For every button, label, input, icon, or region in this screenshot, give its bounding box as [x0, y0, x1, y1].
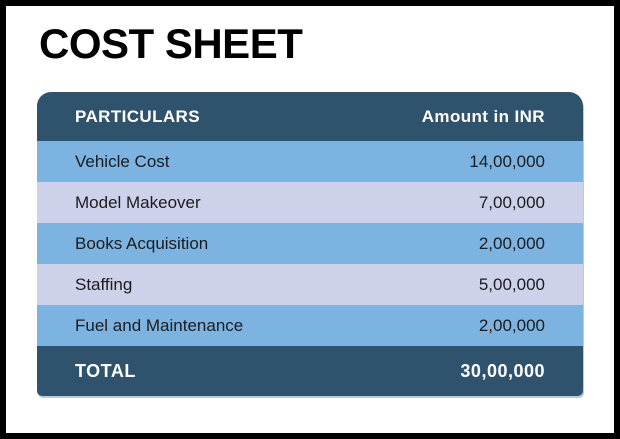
row-label: Vehicle Cost: [75, 151, 170, 171]
table-row: Fuel and Maintenance 2,00,000: [37, 305, 583, 347]
total-amount: 30,00,000: [460, 360, 545, 381]
row-amount: 14,00,000: [469, 151, 545, 171]
column-header-particulars: PARTICULARS: [75, 106, 200, 126]
cost-table: PARTICULARS Amount in INR Vehicle Cost 1…: [37, 92, 583, 397]
row-label: Fuel and Maintenance: [75, 315, 244, 335]
table-total-row: TOTAL 30,00,000: [37, 346, 583, 397]
table-row: Books Acquisition 2,00,000: [37, 223, 583, 265]
table-row: Vehicle Cost 14,00,000: [37, 141, 583, 183]
table-row: Staffing 5,00,000: [37, 264, 583, 306]
row-amount: 2,00,000: [478, 315, 545, 335]
column-header-amount: Amount in INR: [421, 106, 545, 126]
table-row: Model Makeover 7,00,000: [37, 182, 583, 224]
table-header-row: PARTICULARS Amount in INR: [37, 92, 583, 142]
row-amount: 7,00,000: [478, 192, 545, 212]
row-amount: 2,00,000: [478, 233, 545, 253]
page-title: COST SHEET: [39, 20, 303, 67]
row-label: Model Makeover: [75, 192, 201, 212]
row-label: Books Acquisition: [75, 233, 209, 253]
row-amount: 5,00,000: [478, 274, 545, 294]
page-content: COST SHEET PARTICULARS Amount in INR Veh…: [6, 6, 614, 397]
row-label: Staffing: [75, 274, 133, 294]
total-label: TOTAL: [75, 360, 136, 381]
